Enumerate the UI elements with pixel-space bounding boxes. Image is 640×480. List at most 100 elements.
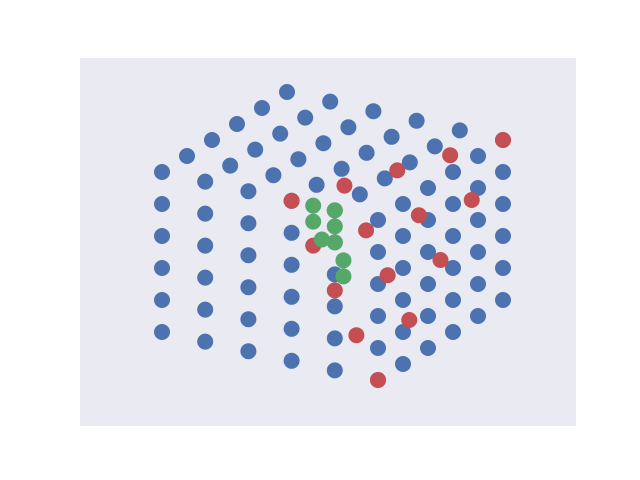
point [401, 312, 418, 328]
point [154, 324, 170, 340]
point [408, 112, 425, 129]
point [154, 228, 170, 244]
point [470, 180, 486, 196]
point [272, 125, 289, 142]
point [445, 260, 461, 276]
point [420, 244, 436, 260]
point [370, 244, 386, 260]
point [365, 103, 382, 120]
point [326, 362, 343, 379]
point [370, 372, 386, 388]
point [197, 237, 214, 254]
point [370, 340, 386, 356]
point [432, 252, 449, 268]
point [315, 135, 332, 152]
point [376, 170, 393, 187]
point [470, 244, 486, 260]
point [370, 308, 386, 324]
point [442, 147, 459, 164]
point [420, 308, 436, 324]
point [247, 141, 264, 158]
point [351, 186, 368, 203]
point [222, 157, 239, 174]
point [326, 218, 343, 235]
point [395, 292, 411, 308]
point [154, 292, 170, 308]
point [290, 151, 307, 168]
point [283, 320, 300, 337]
point [451, 122, 468, 139]
point [297, 109, 314, 126]
point [240, 247, 257, 264]
point [495, 164, 511, 180]
point [395, 260, 411, 276]
point [197, 301, 214, 318]
point [197, 333, 214, 350]
point [445, 324, 461, 340]
point [335, 252, 352, 269]
point [240, 343, 257, 360]
point [305, 213, 322, 230]
point [395, 196, 411, 212]
point [197, 205, 214, 222]
point [240, 183, 257, 200]
point [154, 196, 170, 212]
point [283, 352, 300, 369]
point [322, 93, 339, 110]
point [340, 119, 357, 136]
point [445, 228, 461, 244]
point [326, 330, 343, 347]
point [445, 292, 461, 308]
point [379, 267, 396, 284]
point [495, 292, 511, 308]
point [240, 311, 257, 328]
point [358, 222, 375, 239]
point [265, 167, 282, 184]
point [240, 215, 257, 232]
point [495, 260, 511, 276]
point [395, 324, 411, 340]
point [326, 202, 343, 219]
point [470, 148, 486, 164]
point [283, 224, 300, 241]
point [370, 212, 386, 228]
point [336, 177, 353, 194]
point [240, 279, 257, 296]
point [283, 256, 300, 273]
point [305, 197, 322, 214]
point [410, 207, 427, 224]
point [445, 164, 461, 180]
point [358, 144, 375, 161]
point [470, 308, 486, 324]
point [348, 327, 365, 344]
point [495, 228, 511, 244]
point [335, 268, 352, 285]
point [197, 269, 214, 286]
point [229, 116, 245, 132]
point [154, 164, 170, 180]
point [308, 176, 325, 193]
point [495, 196, 511, 212]
point [204, 132, 220, 148]
point [283, 192, 300, 209]
point [445, 196, 461, 212]
point [333, 160, 350, 177]
point [389, 162, 406, 179]
point [197, 173, 214, 190]
point [395, 356, 411, 372]
point [463, 192, 480, 208]
point [395, 228, 411, 244]
point [383, 128, 400, 145]
point [283, 288, 300, 305]
point [326, 298, 343, 315]
point [326, 282, 343, 299]
point [470, 276, 486, 292]
point [179, 148, 195, 164]
point [426, 138, 443, 155]
point [254, 100, 270, 116]
point [279, 84, 295, 100]
point [420, 180, 436, 196]
point [470, 212, 486, 228]
